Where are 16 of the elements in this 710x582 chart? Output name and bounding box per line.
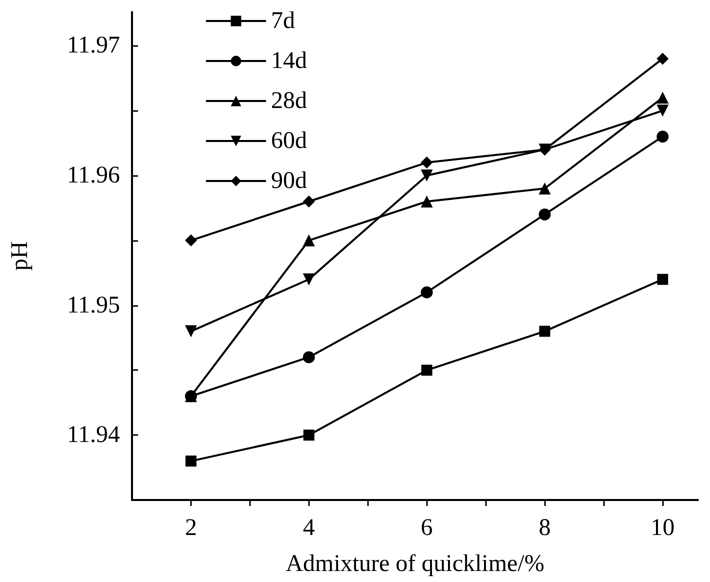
legend-label: 90d — [271, 168, 307, 194]
x-tick-label: 10 — [650, 515, 675, 541]
y-tick-label: 11.94 — [66, 422, 120, 448]
x-tick-label: 4 — [302, 515, 315, 541]
y-tick-label: 11.95 — [66, 292, 120, 318]
x-tick-label: 8 — [538, 515, 551, 541]
legend-label: 14d — [271, 48, 307, 74]
y-axis-title: pH — [7, 241, 33, 271]
y-tick-label: 11.96 — [66, 162, 120, 189]
legend-label: 7d — [271, 8, 295, 34]
y-tick-label: 11.97 — [66, 32, 120, 59]
legend-label: 60d — [271, 128, 307, 154]
legend-label: 28d — [271, 88, 307, 114]
x-tick-label: 2 — [184, 515, 197, 541]
x-tick-label: 6 — [420, 515, 433, 541]
x-axis-title: Admixture of quicklime/% — [286, 551, 544, 577]
